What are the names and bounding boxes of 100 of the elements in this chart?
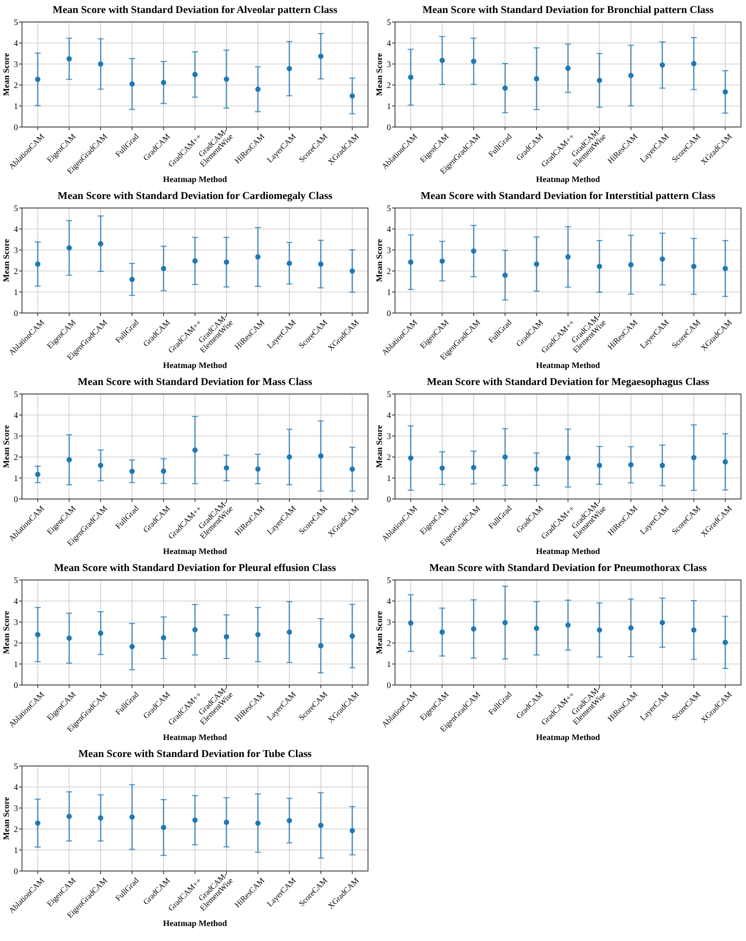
y-tick-label: 1 xyxy=(14,844,18,855)
point xyxy=(224,820,230,825)
y-tick-label: 3 xyxy=(14,58,18,69)
y-tick-label: 4 xyxy=(14,596,19,606)
y-axis-title: Mean Score xyxy=(374,238,384,282)
point xyxy=(408,260,414,265)
x-axis-title: Heatmap Method xyxy=(536,732,600,742)
point xyxy=(255,820,261,826)
y-tick-label: 1 xyxy=(14,658,18,669)
point xyxy=(350,268,355,274)
point xyxy=(722,640,728,646)
point xyxy=(160,635,166,640)
point xyxy=(440,258,445,264)
point xyxy=(192,72,198,78)
point xyxy=(534,626,540,631)
point xyxy=(66,636,72,641)
y-axis-title: Mean Score xyxy=(374,610,384,654)
y-tick-label: 1 xyxy=(386,472,391,483)
y-tick-label: 2 xyxy=(14,266,18,276)
y-tick-label: 5 xyxy=(386,202,391,213)
y-tick-label: 5 xyxy=(386,388,391,399)
chart-title: Mean Score with Standard Deviation for Bronchial pattern Class xyxy=(422,5,714,16)
y-tick-label: 4 xyxy=(386,596,392,606)
chart-title: Mean Score with Standard Deviation for Cardiomegaly Class xyxy=(58,191,332,202)
y-axis-title: Mean Score xyxy=(1,610,11,654)
point xyxy=(66,56,72,62)
point xyxy=(286,260,292,266)
point xyxy=(129,276,135,282)
point xyxy=(318,261,324,267)
point xyxy=(691,60,696,66)
point xyxy=(286,629,292,635)
point xyxy=(286,66,292,72)
point xyxy=(502,272,508,278)
x-axis-title: Heatmap Method xyxy=(536,360,600,370)
point xyxy=(318,643,324,648)
y-tick-label: 5 xyxy=(14,388,18,399)
point xyxy=(318,54,324,59)
point xyxy=(565,455,571,461)
point xyxy=(691,454,696,460)
point xyxy=(98,241,104,246)
y-tick-label: 0 xyxy=(386,494,391,504)
point xyxy=(440,58,445,64)
chart-title: Mean Score with Standard Deviation for Tube Class xyxy=(78,749,312,760)
y-tick-label: 0 xyxy=(386,680,391,690)
y-tick-label: 1 xyxy=(14,100,18,111)
y-tick-label: 0 xyxy=(386,308,391,318)
point xyxy=(98,815,104,821)
point xyxy=(35,261,40,267)
point xyxy=(129,81,135,87)
y-tick-label: 1 xyxy=(386,286,391,297)
y-tick-label: 4 xyxy=(386,224,392,234)
point xyxy=(408,74,414,80)
y-tick-label: 0 xyxy=(14,122,18,132)
x-axis-title: Heatmap Method xyxy=(163,732,228,742)
point xyxy=(224,634,230,640)
point xyxy=(534,466,540,472)
x-axis-title: Heatmap Method xyxy=(163,546,228,556)
point xyxy=(440,629,445,635)
chart-title: Mean Score with Standard Deviation for Mass Class xyxy=(78,377,312,388)
y-tick-label: 5 xyxy=(386,16,391,27)
point xyxy=(192,447,198,453)
point xyxy=(691,627,696,633)
point xyxy=(129,644,135,650)
y-axis-title: Mean Score xyxy=(1,52,11,96)
y-tick-label: 3 xyxy=(14,802,18,813)
y-tick-label: 5 xyxy=(386,574,391,585)
point xyxy=(98,61,104,67)
point xyxy=(350,828,355,834)
chart-title: Mean Score with Standard Deviation for Alveolar pattern Class xyxy=(52,5,338,16)
point xyxy=(628,72,634,78)
point xyxy=(224,260,230,265)
point xyxy=(350,93,355,99)
point xyxy=(502,454,508,460)
point xyxy=(160,80,166,86)
y-tick-label: 2 xyxy=(386,266,391,276)
point xyxy=(502,620,508,626)
y-tick-label: 3 xyxy=(386,244,391,255)
y-tick-label: 4 xyxy=(14,782,19,792)
point xyxy=(286,454,292,460)
y-tick-label: 3 xyxy=(14,616,18,627)
x-axis-title: Heatmap Method xyxy=(536,174,600,184)
chart-title: Mean Score with Standard Deviation for Pneumothorax Class xyxy=(429,563,707,574)
point xyxy=(565,254,571,260)
y-axis-title: Mean Score xyxy=(1,796,11,840)
point xyxy=(129,814,135,820)
x-axis-title: Heatmap Method xyxy=(163,174,228,184)
point xyxy=(691,264,696,270)
y-tick-label: 4 xyxy=(386,410,392,420)
y-tick-label: 0 xyxy=(14,680,18,690)
y-tick-label: 2 xyxy=(386,80,391,90)
y-tick-label: 2 xyxy=(386,452,391,462)
y-tick-label: 3 xyxy=(386,430,391,441)
point xyxy=(440,465,445,471)
y-tick-label: 0 xyxy=(14,866,18,876)
y-axis-title: Mean Score xyxy=(374,424,384,468)
y-tick-label: 2 xyxy=(14,638,18,648)
x-axis-title: Heatmap Method xyxy=(163,360,228,370)
point xyxy=(318,822,324,828)
point xyxy=(255,86,261,92)
y-tick-label: 5 xyxy=(14,574,18,585)
